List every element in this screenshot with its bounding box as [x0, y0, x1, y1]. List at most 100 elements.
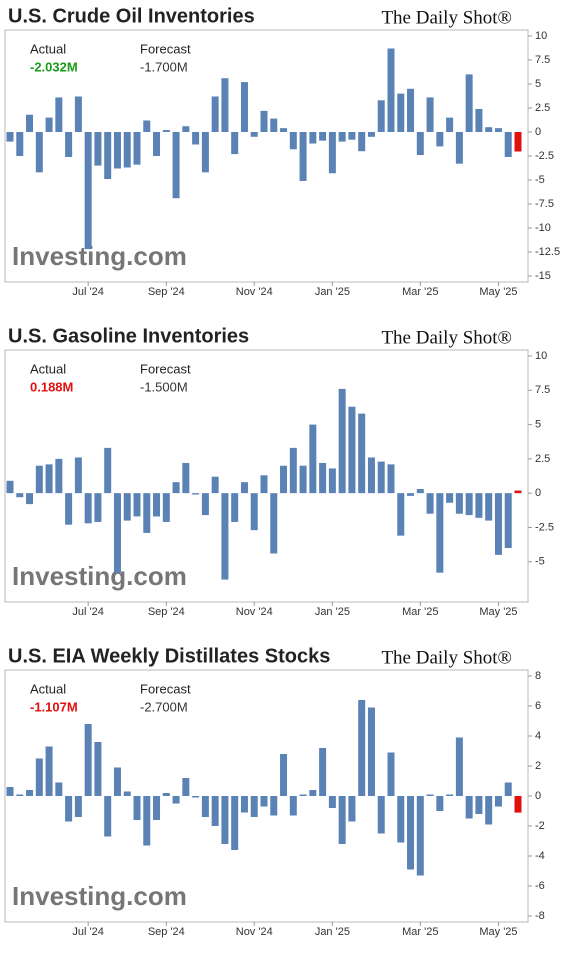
y-tick-label: -15	[535, 270, 551, 282]
bar	[240, 82, 248, 132]
bar	[6, 480, 14, 494]
bar	[231, 796, 239, 850]
bar	[328, 796, 336, 808]
x-tick-label: Nov '24	[236, 286, 273, 298]
source-logo: The Daily Shot®	[381, 7, 512, 28]
y-tick-label: 0	[535, 126, 541, 138]
bar	[55, 458, 63, 494]
bar	[231, 493, 239, 522]
bar	[153, 493, 161, 517]
x-tick-label: Mar '25	[402, 606, 438, 618]
actual-label: Actual	[30, 681, 66, 696]
bar	[407, 796, 415, 870]
bar	[299, 132, 307, 181]
bar	[455, 132, 463, 164]
bar	[446, 117, 454, 132]
bar	[143, 493, 151, 533]
bar	[192, 493, 200, 495]
bar	[504, 132, 512, 157]
bar	[514, 796, 522, 813]
bar	[426, 794, 434, 796]
bar	[455, 737, 463, 796]
bar	[84, 724, 92, 796]
bar	[514, 490, 522, 494]
bar	[211, 476, 219, 494]
y-tick-label: -12.5	[535, 246, 560, 258]
y-tick-label: 8	[535, 670, 541, 682]
bar	[455, 493, 463, 514]
bar	[221, 796, 229, 844]
y-tick-label: 0	[535, 487, 541, 499]
bar	[280, 754, 288, 796]
bar	[280, 465, 288, 494]
bar	[16, 794, 24, 796]
bar	[426, 97, 434, 132]
bar	[407, 493, 415, 496]
y-tick-label: 5	[535, 418, 541, 430]
bar	[192, 132, 200, 145]
bar	[162, 793, 170, 796]
bar	[74, 96, 82, 132]
bar	[436, 493, 444, 573]
y-tick-label: -5	[535, 556, 545, 568]
bar	[309, 790, 317, 796]
chart: U.S. Crude Oil Inventories The Daily Shot…	[4, 5, 560, 298]
bar	[485, 127, 493, 132]
y-tick-label: -7.5	[535, 198, 554, 210]
bar	[26, 790, 34, 796]
bar	[446, 493, 454, 503]
y-tick-label: -2	[535, 820, 545, 832]
y-tick-label: -2.5	[535, 150, 554, 162]
bar	[377, 461, 385, 494]
x-tick-label: May '25	[479, 286, 517, 298]
chart: U.S. EIA Weekly Distillates Stocks The Da…	[4, 645, 545, 938]
y-tick-label: 2	[535, 760, 541, 772]
bar	[172, 796, 180, 804]
bar	[348, 132, 356, 140]
bar	[113, 767, 121, 796]
bar	[475, 796, 483, 814]
y-tick-label: -10	[535, 222, 551, 234]
bar	[416, 489, 424, 494]
x-tick-label: Sep '24	[148, 286, 185, 298]
bar	[113, 132, 121, 169]
bar	[240, 482, 248, 494]
bar	[309, 424, 317, 494]
bar	[94, 132, 102, 166]
bar	[182, 778, 190, 796]
x-tick-label: Jan '25	[315, 606, 350, 618]
bar	[16, 493, 24, 498]
bar	[172, 132, 180, 199]
bar	[74, 796, 82, 817]
bar	[494, 128, 502, 132]
bar	[260, 110, 268, 132]
bar	[270, 796, 278, 816]
bar	[465, 493, 473, 516]
bar	[397, 93, 405, 132]
bar	[328, 132, 336, 174]
bar	[250, 132, 258, 137]
bar	[65, 493, 73, 525]
bar	[475, 493, 483, 518]
x-tick-label: Jan '25	[315, 286, 350, 298]
x-tick-label: Jul '24	[72, 606, 103, 618]
actual-value: -2.032M	[30, 59, 78, 74]
forecast-label: Forecast	[140, 41, 191, 56]
bar	[55, 97, 63, 132]
bar	[367, 707, 375, 796]
bar	[280, 128, 288, 132]
bar	[133, 796, 141, 820]
bar	[201, 796, 209, 817]
y-tick-label: -5	[535, 174, 545, 186]
bar	[416, 796, 424, 876]
bar	[494, 796, 502, 807]
bar	[123, 132, 131, 168]
bar	[319, 132, 327, 141]
bar	[153, 132, 161, 156]
bar	[113, 493, 121, 573]
bar	[133, 132, 141, 165]
y-tick-label: 10	[535, 30, 547, 42]
x-tick-label: Mar '25	[402, 926, 438, 938]
bar	[377, 100, 385, 132]
bar	[358, 700, 366, 796]
